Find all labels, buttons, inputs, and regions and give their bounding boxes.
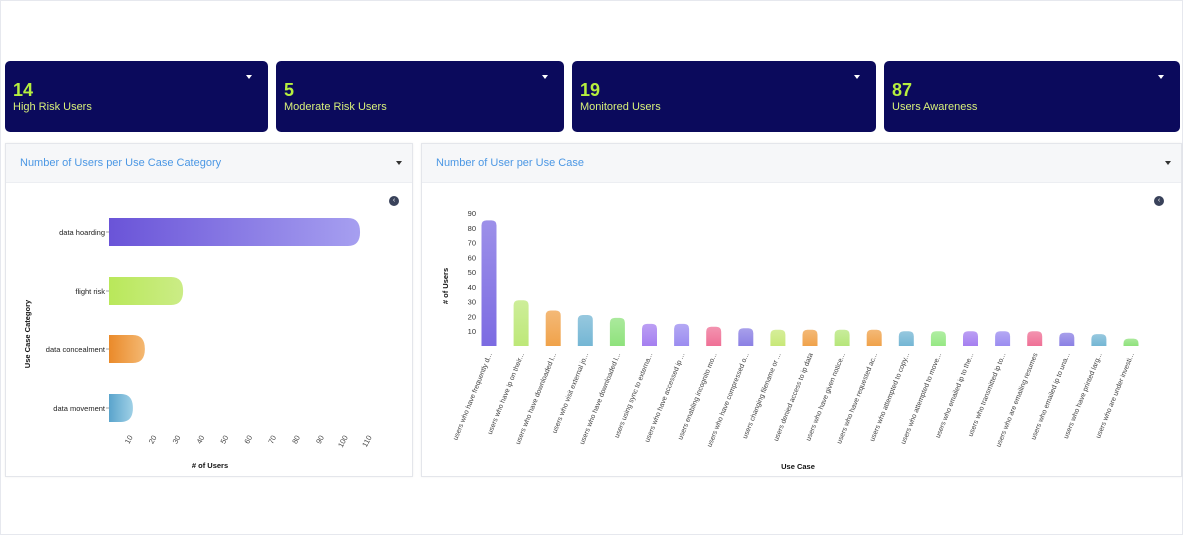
caret-down-icon[interactable] <box>1165 161 1171 165</box>
use-case-bar-chart: 10 20 30 40 50 60 70 80 90 users who have frequen… <box>441 209 1139 471</box>
kpi-card-high-risk[interactable]: 14 High Risk Users <box>5 61 268 132</box>
x-tick-label: users who have frequently d... <box>452 352 493 441</box>
bar-use-case-20 <box>1091 334 1107 346</box>
caret-down-icon[interactable] <box>1158 75 1164 79</box>
bar-use-case-11 <box>802 329 818 346</box>
y-tick-label: 40 <box>468 283 476 292</box>
caret-down-icon[interactable] <box>542 75 548 79</box>
y-tick-label: data hoarding <box>59 228 105 237</box>
bar-use-case-17 <box>995 331 1011 346</box>
bar-use-case-7 <box>674 323 690 346</box>
x-tick-label: users who have ip on their... <box>487 352 526 435</box>
y-tick-label: 90 <box>468 209 476 218</box>
bar-data-movement <box>109 394 133 422</box>
y-axis-title: Use Case Category <box>23 299 32 368</box>
x-tick-label: 10 <box>123 434 135 446</box>
x-tick-label: users using sync to externa... <box>614 352 655 439</box>
x-tick-label: users who emailed ip to the... <box>935 352 976 439</box>
x-tick-label: users who emailed ip to una... <box>1030 352 1071 441</box>
kpi-card-monitored[interactable]: 19 Monitored Users <box>572 61 876 132</box>
bar-use-case-3 <box>545 310 561 346</box>
bar-use-case-13 <box>866 329 882 346</box>
caret-down-icon[interactable] <box>396 161 402 165</box>
kpi-label: Monitored Users <box>580 101 661 113</box>
y-tick-label: 30 <box>468 298 476 307</box>
bar-use-case-19 <box>1059 332 1075 346</box>
bar-use-case-12 <box>834 329 850 346</box>
x-tick-label: 60 <box>242 434 254 446</box>
y-tick-label: 60 <box>468 253 476 262</box>
kpi-label: Users Awareness <box>892 101 978 113</box>
x-tick-label: 80 <box>290 434 302 446</box>
y-tick-label: flight risk <box>75 287 105 296</box>
x-axis-title: Use Case <box>781 462 815 471</box>
chevron-left-circle-icon[interactable]: ‹ <box>389 196 399 206</box>
y-tick-label: 70 <box>468 239 476 248</box>
caret-down-icon[interactable] <box>246 75 252 79</box>
y-tick-label: data concealment <box>46 345 106 354</box>
bar-use-case-8 <box>706 326 722 346</box>
y-axis-title: # of Users <box>441 268 450 304</box>
bar-use-case-15 <box>930 331 946 346</box>
bar-use-case-1 <box>481 220 497 346</box>
kpi-value: 14 <box>13 80 34 100</box>
bar-use-case-4 <box>577 314 593 346</box>
panel-title: Number of User per Use Case <box>436 157 584 169</box>
bar-use-case-21 <box>1123 338 1139 346</box>
use-case-chart-panel: Number of User per Use Case ‹ 10 20 30 40 50… <box>421 143 1182 477</box>
chevron-left-circle-icon[interactable]: ‹ <box>1154 196 1164 206</box>
y-tick-label: 10 <box>468 327 476 336</box>
x-axis-title: # of Users <box>192 461 228 470</box>
bar-use-case-18 <box>1027 331 1043 346</box>
y-tick-label: 80 <box>468 224 476 233</box>
panel-header: Number of Users per Use Case Category <box>6 144 412 183</box>
y-tick-label: 50 <box>468 268 476 277</box>
kpi-label: Moderate Risk Users <box>284 101 387 113</box>
category-bar-chart: data hoarding flight risk data concealment… <box>23 218 374 470</box>
x-tick-label: 70 <box>266 434 278 446</box>
kpi-value: 19 <box>580 80 601 100</box>
x-tick-label: 30 <box>171 434 183 446</box>
bar-use-case-6 <box>642 323 657 346</box>
x-tick-label: 20 <box>147 434 159 446</box>
bar-use-case-14 <box>898 331 914 346</box>
bar-use-case-10 <box>770 329 786 346</box>
bar-data-hoarding <box>109 218 361 246</box>
x-tick-label: 50 <box>218 434 230 446</box>
y-tick-label: data movement <box>53 404 106 413</box>
x-tick-label: users who have printed larg... <box>1063 352 1104 440</box>
x-tick-label: 110 <box>360 434 374 449</box>
x-tick-label: users enabling incognito mo... <box>677 352 718 441</box>
x-tick-label: users who are under investi... <box>1095 352 1136 439</box>
caret-down-icon[interactable] <box>854 75 860 79</box>
bar-use-case-5 <box>609 317 625 346</box>
x-tick-label: users changing filename or ... <box>742 352 783 440</box>
x-tick-label: 90 <box>314 434 326 446</box>
y-tick-label: 20 <box>468 312 476 321</box>
bar-use-case-9 <box>738 328 754 346</box>
bar-flight-risk <box>109 277 184 305</box>
kpi-label: High Risk Users <box>13 101 92 113</box>
panel-header: Number of User per Use Case <box>422 144 1181 183</box>
kpi-value: 5 <box>284 80 295 100</box>
x-tick-label: 100 <box>336 434 350 449</box>
bar-data-concealment <box>109 335 145 363</box>
category-chart-panel: Number of Users per Use Case Category ‹ … <box>5 143 413 477</box>
bar-use-case-2 <box>513 300 529 346</box>
kpi-value: 87 <box>892 80 913 100</box>
panel-title: Number of Users per Use Case Category <box>20 157 222 169</box>
kpi-card-awareness[interactable]: 87 Users Awareness <box>884 61 1180 132</box>
bar-use-case-16 <box>963 331 978 346</box>
x-tick-label: 40 <box>195 434 207 446</box>
kpi-card-moderate-risk[interactable]: 5 Moderate Risk Users <box>276 61 564 132</box>
x-tick-label: users who visit external jo... <box>551 352 590 434</box>
x-tick-label: users who transmitted ip to... <box>967 352 1007 438</box>
